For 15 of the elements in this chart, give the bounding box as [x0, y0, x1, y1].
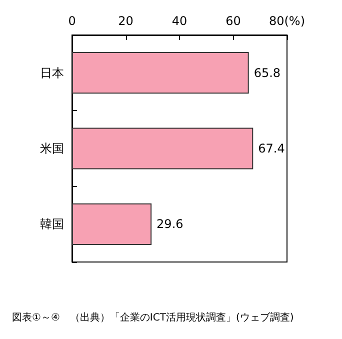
y-tick-label: 米国 [40, 142, 64, 156]
data-label: 29.6 [156, 217, 184, 232]
x-tick-label: 40 [172, 14, 188, 28]
x-tick-label: 20 [118, 14, 134, 28]
x-tick-label: 80(%) [268, 14, 306, 28]
bar [72, 203, 152, 245]
data-label: 67.4 [258, 142, 285, 156]
data-label: 65.8 [254, 66, 281, 80]
bar [72, 52, 249, 94]
text: 図表①～④ （出典）「企業のICT活用現状調査」(ウェブ調査) [12, 312, 294, 324]
y-tick-label: 韓国 [40, 217, 64, 232]
bar [72, 128, 254, 170]
x-tick-label: 0 [68, 14, 76, 28]
x-tick-label: 60 [226, 14, 241, 28]
y-tick-label: 日本 [40, 66, 64, 80]
